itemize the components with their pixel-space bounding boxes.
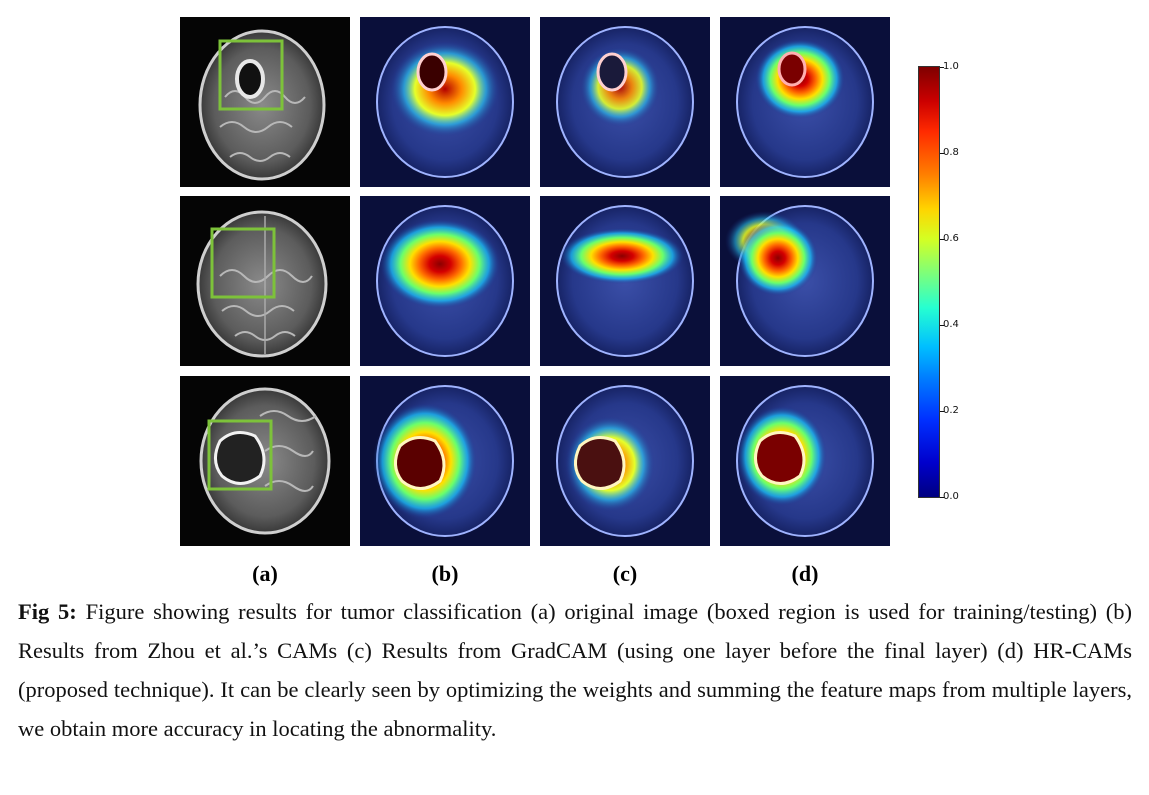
heatmap-gradcam-row2 [540, 196, 710, 366]
colorbar-tick-label: 1.0 [943, 61, 959, 72]
heatmap-zhou-cam-row1 [360, 17, 530, 187]
heatmap-hr-cam-row1 [720, 17, 890, 187]
heatmap-zhou-cam-row2 [360, 196, 530, 366]
column-label-b: (b) [431, 561, 459, 586]
colorbar-tick-mark [940, 325, 944, 326]
column-label-c: (c) [612, 561, 638, 586]
colorbar [918, 66, 940, 498]
training-box [210, 227, 276, 299]
mri-original-row3 [180, 376, 350, 546]
mri-original-row1 [180, 17, 350, 187]
heatmap-gradcam-row1 [540, 17, 710, 187]
heatmap-hr-cam-row2 [720, 196, 890, 366]
column-label-d: (d) [791, 561, 819, 586]
mri-original-row2 [180, 196, 350, 366]
colorbar-tick-label: 0.8 [943, 147, 959, 158]
heatmap-zhou-cam-row3 [360, 376, 530, 546]
heatmap-gradcam-row3 [540, 376, 710, 546]
colorbar-tick-mark [940, 411, 944, 412]
colorbar-tick-mark [940, 497, 944, 498]
colorbar-tick-mark [940, 153, 944, 154]
colorbar-tick-label: 0.0 [943, 491, 959, 502]
colorbar-tick-label: 0.6 [943, 233, 959, 244]
colorbar-tick-label: 0.2 [943, 405, 959, 416]
heatmap-hr-cam-row3 [720, 376, 890, 546]
colorbar-tick-mark [940, 239, 944, 240]
caption-label: Fig 5: [18, 599, 77, 624]
caption-text: Figure showing results for tumor classif… [18, 599, 1133, 741]
training-box [207, 419, 273, 491]
colorbar-tick-label: 0.4 [943, 319, 959, 330]
column-label-a: (a) [252, 561, 278, 586]
figure-caption: Fig 5: Figure showing results for tumor … [18, 592, 1132, 748]
training-box [218, 39, 284, 111]
colorbar-tick-mark [940, 67, 944, 68]
